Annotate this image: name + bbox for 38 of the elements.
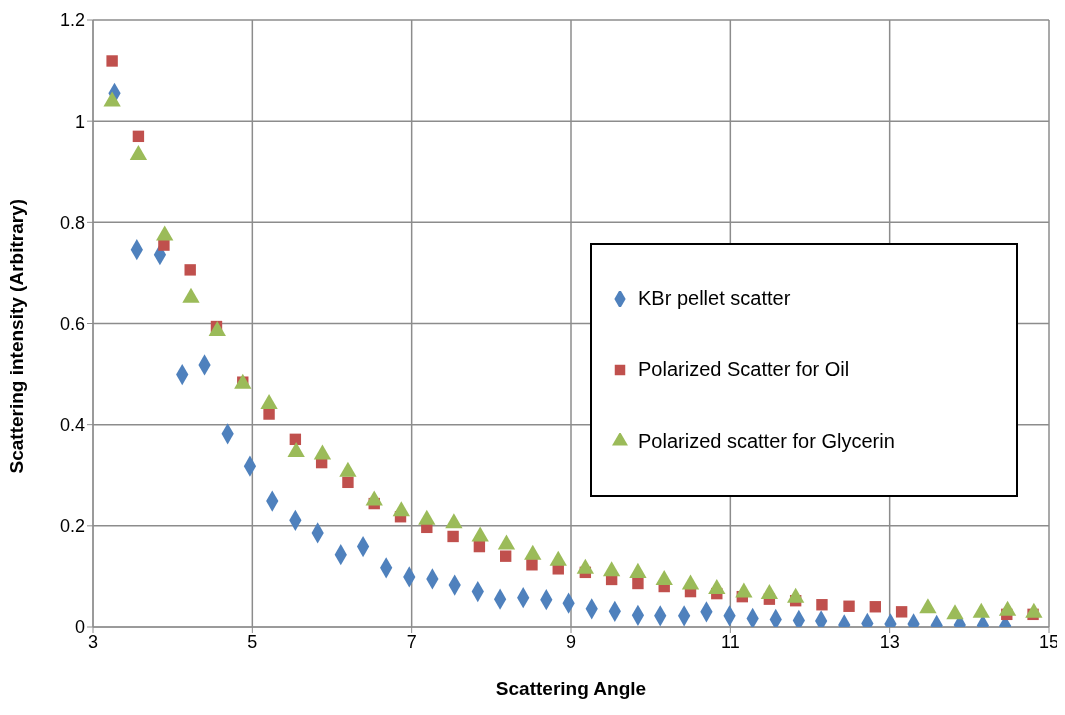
x-tick-label: 11 (720, 631, 740, 652)
point (129, 145, 148, 161)
point (158, 239, 170, 251)
x-tick-label: 13 (879, 631, 900, 652)
y-tick-label: 0.8 (59, 212, 85, 233)
point (843, 600, 855, 612)
x-tick-label: 3 (87, 631, 99, 652)
x-tick-label: 9 (565, 631, 577, 652)
point (263, 408, 275, 420)
y-tick-label: 1.2 (59, 10, 85, 31)
point (132, 130, 145, 143)
legend-label: KBr pellet scatter (638, 287, 791, 311)
y-tick-label: 0 (74, 617, 85, 638)
point (473, 540, 486, 553)
point (526, 559, 538, 571)
point (392, 501, 410, 517)
point (895, 606, 908, 618)
y-tick-label: 0.6 (59, 313, 85, 334)
point (869, 601, 882, 613)
point (184, 264, 196, 276)
y-tick-label: 0.4 (59, 415, 85, 436)
point (760, 584, 779, 600)
legend-label: Polarized scatter for Glycerin (638, 429, 895, 453)
y-tick-label: 1 (74, 111, 85, 132)
y-tick-label: 0.2 (59, 516, 85, 537)
y-axis-title: Scattering intensity (Arbitrary) (5, 199, 27, 474)
point (499, 550, 512, 562)
point (632, 577, 644, 590)
point (106, 55, 118, 67)
legend-label: Polarized Scatter for Oil (638, 358, 850, 382)
point (708, 579, 726, 595)
point (816, 599, 828, 611)
x-tick-label: 5 (247, 631, 258, 652)
x-tick-label: 7 (406, 631, 417, 652)
point (447, 530, 459, 543)
point (208, 321, 226, 337)
x-axis-title: Scattering Angle (495, 678, 647, 699)
point (342, 476, 354, 489)
